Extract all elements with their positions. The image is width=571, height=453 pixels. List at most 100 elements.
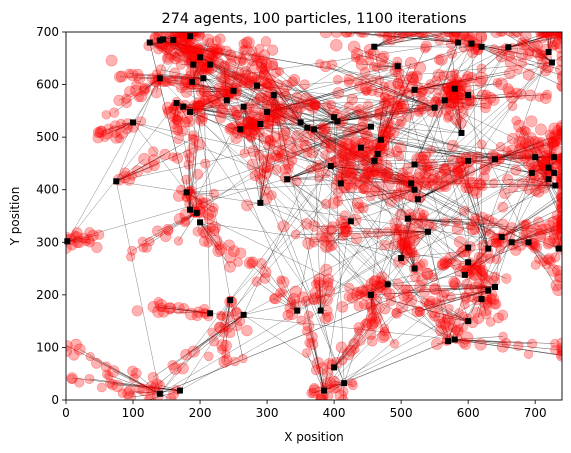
particle-point (475, 338, 487, 350)
y-tick-label: 0 (51, 393, 59, 407)
agent-point (194, 210, 200, 216)
particle-point (422, 268, 433, 279)
particle-point (310, 99, 320, 109)
particle-point (361, 154, 370, 163)
agent-point (189, 79, 195, 85)
particle-point (519, 231, 528, 240)
particle-point (148, 155, 159, 166)
agent-point (348, 218, 354, 224)
particle-point (511, 165, 521, 175)
agent-point (458, 130, 464, 136)
particle-point (476, 72, 488, 84)
particle-point (134, 92, 143, 101)
particle-point (290, 286, 301, 297)
particle-point (381, 168, 392, 179)
agent-point (271, 92, 277, 98)
agent-point (318, 308, 324, 314)
particle-point (291, 144, 303, 156)
particle-point (276, 288, 285, 297)
particle-point (300, 80, 310, 90)
agent-point (479, 296, 485, 302)
particle-point (363, 167, 374, 178)
agent-point (294, 308, 300, 314)
agent-point (552, 183, 558, 189)
agent-point (425, 229, 431, 235)
particle-point (312, 163, 321, 172)
x-tick-label: 700 (524, 406, 547, 420)
agent-point (525, 239, 531, 245)
agent-point (304, 125, 310, 131)
particle-point (320, 264, 332, 276)
agent-point (113, 178, 119, 184)
particle-point (447, 49, 457, 59)
particle-point (324, 278, 333, 287)
particle-point (378, 61, 388, 71)
particle-point (502, 338, 511, 347)
agent-point (227, 297, 233, 303)
particle-point (226, 123, 235, 132)
agent-point (469, 41, 475, 47)
agent-point (432, 105, 438, 111)
agent-point (412, 87, 418, 93)
particle-point (453, 100, 464, 111)
agent-point (371, 158, 377, 164)
particle-point (263, 119, 273, 129)
agent-point (328, 163, 334, 169)
particle-point (551, 253, 561, 263)
particle-point (225, 261, 236, 272)
particle-point (380, 92, 389, 101)
agent-point (358, 145, 364, 151)
agent-point (284, 176, 290, 182)
particle-point (460, 300, 469, 309)
particle-point (513, 120, 525, 132)
agent-point (465, 92, 471, 98)
particle-point (190, 135, 199, 144)
particle-point (209, 189, 218, 198)
agent-point (311, 126, 317, 132)
particle-point (400, 237, 412, 249)
agent-point (546, 176, 552, 182)
particle-point (248, 47, 257, 56)
x-tick-label: 400 (323, 406, 346, 420)
particle-point (489, 179, 498, 188)
particle-point (247, 259, 256, 268)
agent-point (549, 59, 555, 65)
x-axis-ticks: 0 100 200 300 400 500 600 700 (62, 400, 546, 420)
particle-point (309, 237, 319, 247)
particle-point (337, 138, 346, 147)
particle-point (181, 217, 190, 226)
particle-point (204, 352, 213, 361)
agent-point (241, 104, 247, 110)
particle-point (277, 276, 285, 284)
particle-point (354, 334, 366, 346)
agent-point (412, 266, 418, 272)
particle-point (507, 133, 518, 144)
particle-point (181, 349, 192, 360)
particle-point (436, 54, 447, 65)
particle-point (301, 218, 312, 229)
particle-point (163, 41, 174, 52)
agent-point (505, 44, 511, 50)
particle-point (470, 271, 479, 280)
particle-point (389, 240, 399, 250)
particle-point (460, 206, 469, 215)
particle-point (219, 328, 228, 337)
particle-point (208, 50, 218, 60)
agent-point (492, 284, 498, 290)
agent-point (207, 310, 213, 316)
agent-point (551, 170, 557, 176)
agent-point (187, 109, 193, 115)
particle-point (205, 67, 213, 75)
y-tick-label: 200 (36, 288, 59, 302)
particle-point (210, 203, 219, 212)
particle-point (548, 41, 558, 51)
particle-point (445, 304, 453, 312)
particle-point (397, 116, 407, 126)
agent-link (116, 181, 160, 393)
particle-point (280, 88, 289, 97)
particle-point (348, 41, 360, 53)
agent-point (187, 33, 193, 39)
particle-point (183, 150, 192, 159)
particle-point (239, 39, 249, 49)
